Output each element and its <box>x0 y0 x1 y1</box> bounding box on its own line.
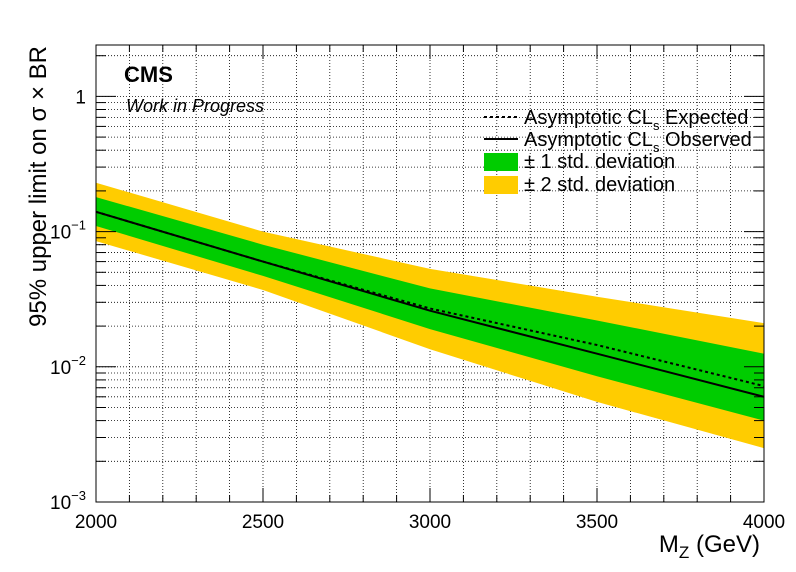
legend-label-solid: Asymptotic CLs Observed <box>524 129 752 155</box>
x-axis-title: MZ (GeV) <box>659 531 760 562</box>
y-tick-label-exponent: −1 <box>71 218 86 233</box>
x-tick-label: 4000 <box>743 512 785 533</box>
y-tick-label-exponent: −3 <box>71 488 86 503</box>
y-tick-label-base: 1 <box>75 87 86 108</box>
work-in-progress-label: Work in Progress <box>126 96 264 116</box>
y-tick-label-base: 10 <box>50 493 71 514</box>
x-tick-label: 3000 <box>409 512 451 533</box>
band-one-sigma <box>96 197 764 421</box>
legend-label-dotted: Asymptotic CLs Expected <box>524 107 748 133</box>
legend-label-band: ± 1 std. deviation <box>524 151 675 173</box>
y-tick-label: 1 <box>75 87 86 108</box>
legend-swatch-band <box>484 176 518 194</box>
legend-label-tail: Expected <box>659 107 748 129</box>
y-tick-label: 10−2 <box>50 353 86 379</box>
x-tick-label: 3500 <box>576 512 618 533</box>
y-tick-label-exponent: −2 <box>71 353 86 368</box>
y-axis-title: 95% upper limit on σ × BR <box>25 46 52 327</box>
x-tick-label: 2000 <box>75 512 117 533</box>
legend-label-main: Asymptotic CL <box>524 107 653 129</box>
y-tick-label-base: 10 <box>50 223 71 244</box>
legend-label-band: ± 2 std. deviation <box>524 174 675 196</box>
x-axis-title-sub: Z <box>679 543 689 562</box>
cms-label: CMS <box>124 62 173 87</box>
axis-ticks <box>95 45 765 503</box>
y-tick-label-base: 10 <box>50 358 71 379</box>
bands <box>96 182 764 449</box>
x-axis-title-unit: (GeV) <box>689 531 760 558</box>
legend-label-tail: Observed <box>659 129 751 151</box>
y-tick-label: 10−1 <box>50 218 86 244</box>
legend-swatch-band <box>484 153 518 171</box>
x-axis-title-main: M <box>659 531 679 558</box>
legend-label-sub: s <box>653 140 660 155</box>
x-tick-label: 2500 <box>242 512 284 533</box>
legend-label-main: Asymptotic CL <box>524 129 653 151</box>
legend-label-sub: s <box>653 118 660 133</box>
y-tick-label: 10−3 <box>50 488 86 514</box>
